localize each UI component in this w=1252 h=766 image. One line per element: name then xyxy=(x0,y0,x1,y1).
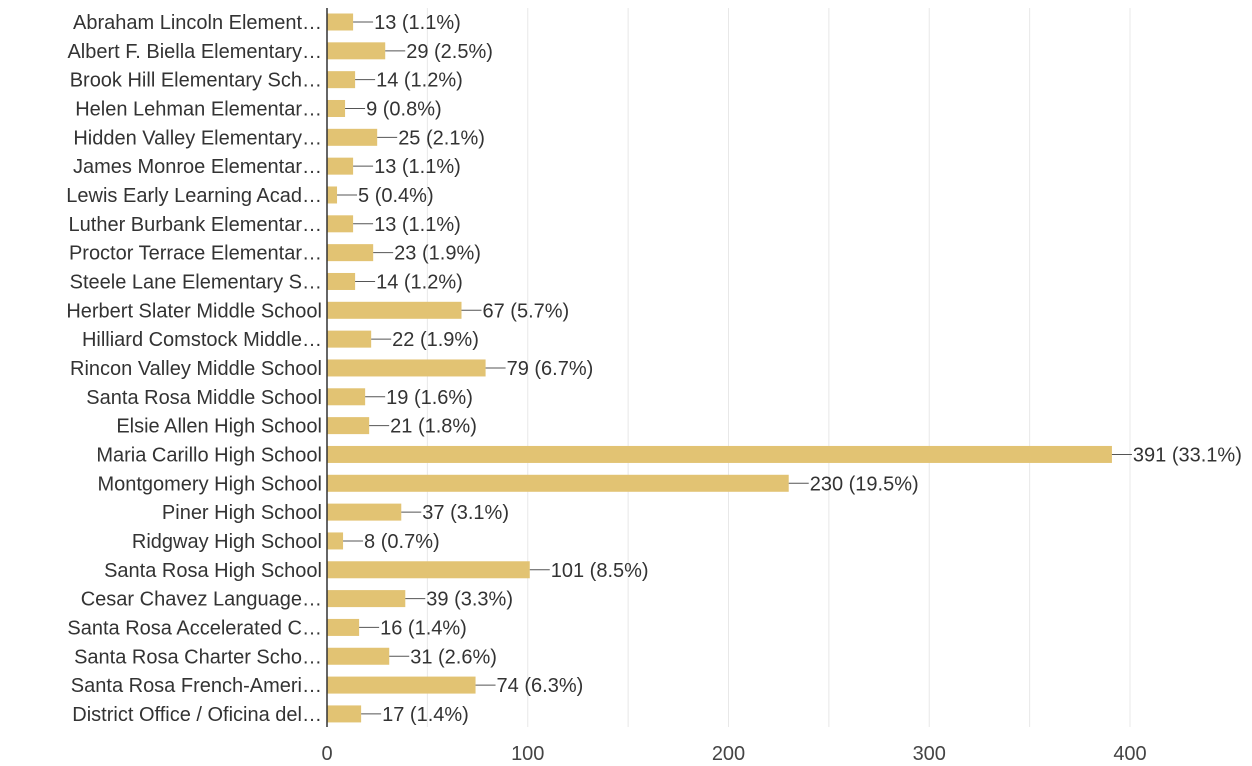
bar xyxy=(327,42,386,60)
category-label: Lewis Early Learning Acad… xyxy=(66,185,322,207)
category-label: Rincon Valley Middle School xyxy=(70,358,322,380)
category-label: Luther Burbank Elementar… xyxy=(69,214,322,236)
bar xyxy=(327,13,354,31)
x-tick-label: 0 xyxy=(321,743,332,765)
bar xyxy=(327,71,356,89)
category-label: Montgomery High School xyxy=(97,473,322,495)
bar xyxy=(327,705,362,723)
category-label: Herbert Slater Middle School xyxy=(66,300,322,322)
value-label: 13 (1.1%) xyxy=(374,214,461,236)
value-label: 13 (1.1%) xyxy=(374,156,461,178)
category-label: Brook Hill Elementary Sch… xyxy=(70,70,322,92)
category-label: Ridgway High School xyxy=(132,531,322,553)
category-labels: Abraham Lincoln Element… Albert F. Biella… xyxy=(66,12,322,726)
value-label: 13 (1.1%) xyxy=(374,12,461,34)
category-label: Cesar Chavez Language… xyxy=(81,589,322,611)
bar xyxy=(327,301,462,319)
value-label: 31 (2.6%) xyxy=(410,646,497,668)
bars-group xyxy=(327,13,1112,723)
bar xyxy=(327,128,378,146)
category-label: Albert F. Biella Elementary… xyxy=(67,41,322,63)
value-label: 39 (3.3%) xyxy=(426,589,513,611)
bar xyxy=(327,676,476,694)
bar xyxy=(327,445,1112,463)
category-label: Elsie Allen High School xyxy=(116,416,322,438)
value-label: 29 (2.5%) xyxy=(406,41,493,63)
value-label: 16 (1.4%) xyxy=(380,617,467,639)
bar xyxy=(327,503,402,521)
x-tick-label: 200 xyxy=(712,743,745,765)
value-label: 74 (6.3%) xyxy=(497,675,584,697)
value-labels: 13 (1.1%) 29 (2.5%) 14 (1.2%) 9 (0.8%) 25 (2… xyxy=(337,12,1242,726)
value-label: 22 (1.9%) xyxy=(392,329,479,351)
category-label: Proctor Terrace Elementar… xyxy=(69,243,322,265)
bar xyxy=(327,244,374,262)
x-axis-ticks: 0 100 200 300 400 xyxy=(321,743,1146,765)
category-label: Hidden Valley Elementary… xyxy=(73,127,322,149)
bar xyxy=(327,590,406,608)
bar xyxy=(327,330,372,348)
bar xyxy=(327,417,370,435)
x-tick-label: 300 xyxy=(913,743,946,765)
category-label: Santa Rosa Middle School xyxy=(86,387,322,409)
category-label: Abraham Lincoln Element… xyxy=(73,12,322,34)
category-label: Helen Lehman Elementar… xyxy=(75,98,322,120)
value-label: 8 (0.7%) xyxy=(364,531,440,553)
value-label: 21 (1.8%) xyxy=(390,416,477,438)
value-label: 19 (1.6%) xyxy=(386,387,473,409)
bar xyxy=(327,272,356,290)
category-label: Steele Lane Elementary S… xyxy=(70,271,322,293)
value-label: 391 (33.1%) xyxy=(1133,444,1242,466)
category-label: Santa Rosa Charter Scho… xyxy=(74,646,322,668)
bar xyxy=(327,186,338,204)
category-label: Santa Rosa Accelerated C… xyxy=(67,617,322,639)
category-label: Piner High School xyxy=(162,502,322,524)
value-label: 9 (0.8%) xyxy=(366,98,442,120)
category-label: Santa Rosa High School xyxy=(104,560,322,582)
value-label: 17 (1.4%) xyxy=(382,704,469,726)
category-label: James Monroe Elementar… xyxy=(73,156,322,178)
bar xyxy=(327,157,354,175)
value-label: 67 (5.7%) xyxy=(483,300,570,322)
value-label: 79 (6.7%) xyxy=(507,358,594,380)
bar xyxy=(327,647,390,665)
value-label: 37 (3.1%) xyxy=(422,502,509,524)
bar xyxy=(327,561,530,579)
bar xyxy=(327,388,366,406)
category-label: Maria Carillo High School xyxy=(96,444,322,466)
bar xyxy=(327,359,486,377)
gridlines xyxy=(426,8,1131,727)
value-label: 23 (1.9%) xyxy=(394,243,481,265)
bar xyxy=(327,215,354,233)
bar xyxy=(327,532,344,550)
bar xyxy=(327,474,789,492)
value-label: 5 (0.4%) xyxy=(358,185,434,207)
value-label: 14 (1.2%) xyxy=(376,271,463,293)
value-label: 230 (19.5%) xyxy=(810,473,919,495)
bar xyxy=(327,99,346,117)
category-label: District Office / Oficina del… xyxy=(72,704,322,726)
x-tick-label: 400 xyxy=(1113,743,1146,765)
value-label: 14 (1.2%) xyxy=(376,70,463,92)
value-label: 25 (2.1%) xyxy=(398,127,485,149)
value-label: 101 (8.5%) xyxy=(551,560,649,582)
category-label: Hilliard Comstock Middle… xyxy=(82,329,322,351)
bar xyxy=(327,618,360,636)
category-label: Santa Rosa French-Ameri… xyxy=(71,675,322,697)
x-tick-label: 100 xyxy=(511,743,544,765)
